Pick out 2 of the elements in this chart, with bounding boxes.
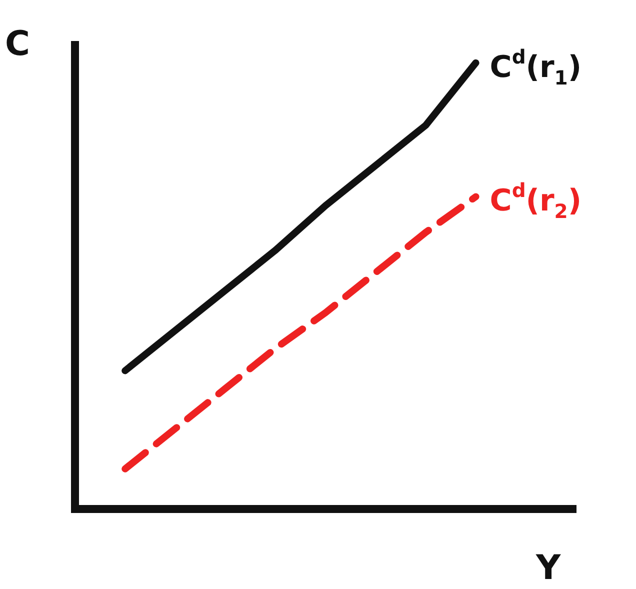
x-axis-title: Y: [535, 548, 561, 588]
y-axis-title: C: [5, 24, 30, 64]
